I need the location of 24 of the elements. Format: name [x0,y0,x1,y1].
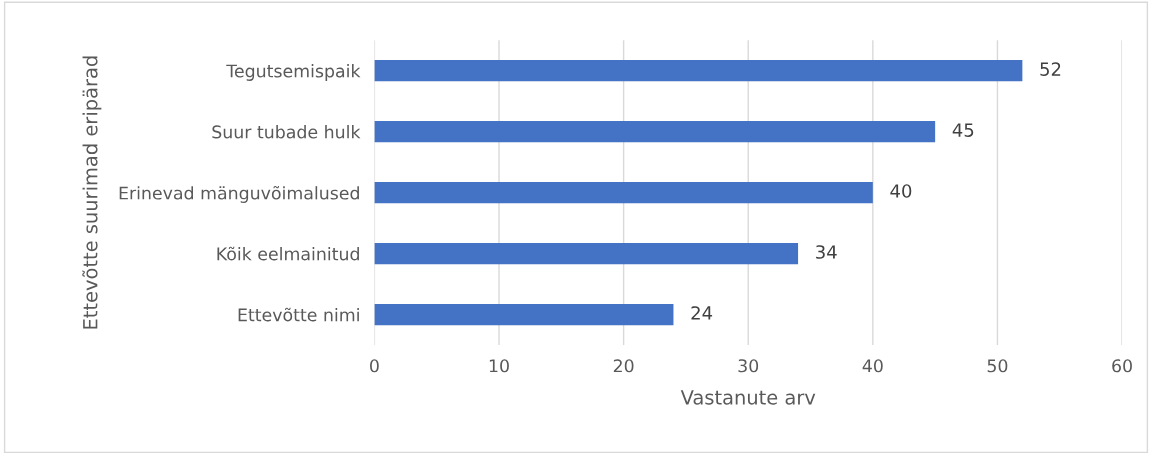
bar [374,181,873,204]
bar [374,242,799,265]
x-tick-label: 10 [489,359,509,373]
y-tick-label: Kõik eelmainitud [217,246,359,261]
bar [374,60,1023,82]
y-axis-title: Ettevõtte suurimad eripärad [82,56,102,329]
y-tick-label: Ettevõtte nimi [238,307,359,322]
bar [374,120,936,143]
data-label: 45 [952,123,974,137]
bar [374,303,674,326]
y-tick-label: Tegutsemispaik [226,64,361,81]
x-tick-label: 20 [613,359,634,373]
x-tick-label: 0 [370,359,379,373]
data-label: 52 [1040,62,1061,76]
data-label: 34 [816,245,837,259]
data-label: 24 [691,306,713,320]
x-tick-label: 50 [987,359,1008,373]
data-label: 40 [890,184,912,198]
x-tick-label: 60 [1112,359,1132,373]
y-tick-label: Suur tubade hulk [212,125,361,139]
x-axis-title: Vastanute arv [680,390,816,405]
x-tick-label: 30 [738,359,759,373]
x-tick-label: 40 [862,359,883,373]
y-tick-label: Erinevad mänguvõimalused [119,185,359,203]
